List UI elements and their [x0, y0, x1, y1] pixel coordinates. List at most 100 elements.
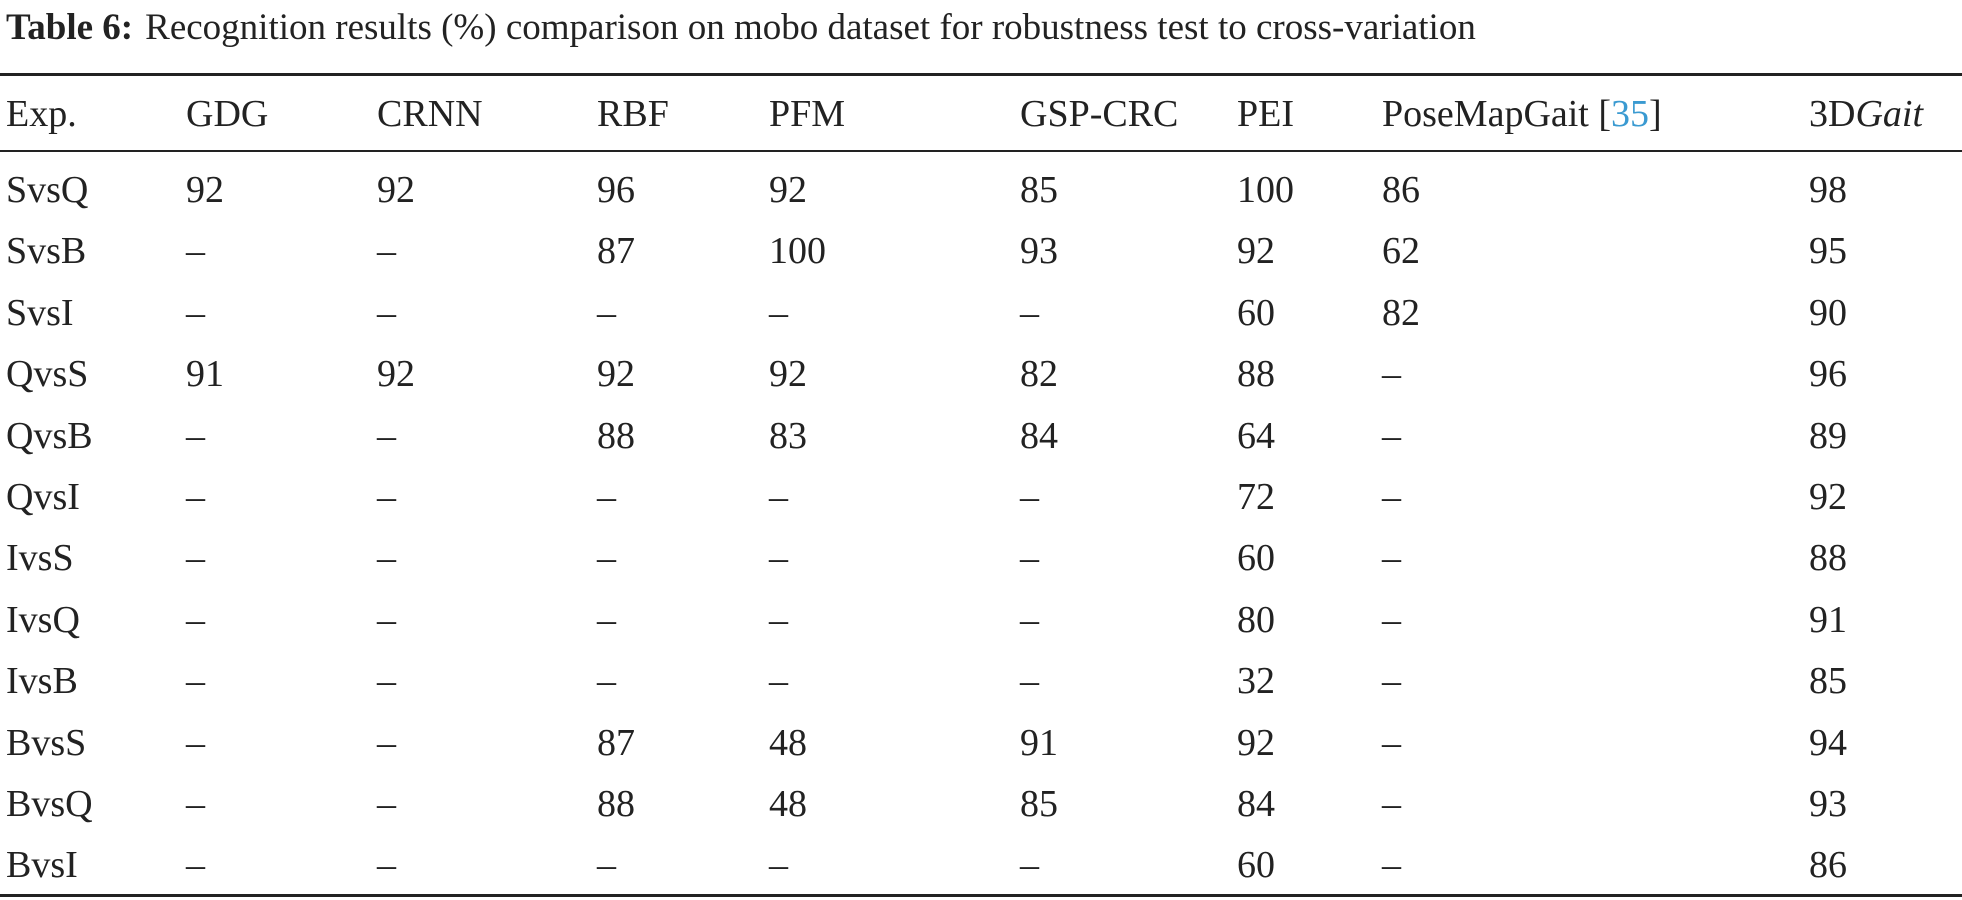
table-cell: 82 [1020, 353, 1058, 396]
table-cell: 64 [1237, 414, 1275, 457]
table-cell: 60 [1237, 537, 1275, 580]
row-label: IvsS [6, 537, 74, 580]
header-cell: RBF [597, 93, 669, 135]
row-label: SvsB [6, 230, 87, 273]
citation: 35 [1611, 93, 1650, 135]
table-cell: – [1020, 844, 1039, 887]
table-cell: 91 [1809, 598, 1847, 641]
table-cell: – [769, 598, 788, 641]
table-cell: 85 [1809, 660, 1847, 703]
table-cell: 48 [769, 721, 807, 764]
header-cell: GDG [186, 93, 269, 135]
table-cell: – [1382, 783, 1401, 825]
table-cell: 88 [1809, 537, 1847, 580]
table-cell: – [1020, 537, 1039, 580]
row-label: IvsQ [6, 598, 80, 641]
table-cell: 62 [1382, 230, 1420, 273]
table-cell: – [1382, 721, 1401, 764]
caption-label: Table 6: [6, 7, 134, 48]
table-cell: 86 [1809, 844, 1847, 887]
header-cell: PoseMapGait [35] [1382, 95, 1662, 133]
table-cell: 96 [597, 169, 635, 211]
table-cell: 48 [769, 783, 807, 825]
table-cell: – [377, 291, 396, 334]
table-cell: – [1382, 476, 1401, 518]
table-cell: – [1382, 844, 1401, 887]
table-cell: – [1382, 537, 1401, 580]
bottom-rule [0, 894, 1962, 897]
header-cell: 3DGait [1809, 95, 1923, 133]
caption: Table 6: Recognition results (%) comparis… [6, 6, 1476, 49]
row-label: QvsI [6, 476, 80, 518]
header-cell: CRNN [377, 93, 483, 135]
header-rule [0, 150, 1962, 152]
header-cell: PFM [769, 93, 846, 135]
header-part: ] [1649, 93, 1662, 135]
table-cell: 32 [1237, 660, 1275, 703]
table-cell: – [377, 476, 396, 518]
row-label: BvsI [6, 844, 78, 887]
table-cell: 92 [769, 353, 807, 396]
header-cell: PEI [1237, 93, 1294, 135]
table-cell: 60 [1237, 291, 1275, 334]
table-cell: – [186, 721, 205, 764]
row-label: SvsI [6, 291, 74, 334]
table-cell: 60 [1237, 844, 1275, 887]
table-cell: – [186, 537, 205, 580]
table-cell: – [769, 660, 788, 703]
table-cell: – [769, 844, 788, 887]
table-cell: 87 [597, 721, 635, 764]
table-cell: – [597, 844, 616, 887]
row-label: BvsQ [6, 783, 93, 825]
table-cell: – [1382, 598, 1401, 641]
table-cell: 92 [769, 169, 807, 211]
table-cell: 91 [1020, 721, 1058, 764]
table-cell: 96 [1809, 353, 1847, 396]
table-cell: 85 [1020, 783, 1058, 825]
table-cell: – [377, 414, 396, 457]
header-part: 3D [1809, 93, 1856, 135]
table-cell: – [769, 291, 788, 334]
table-cell: – [186, 476, 205, 518]
table-cell: 93 [1020, 230, 1058, 273]
header-part: Gait [1855, 93, 1924, 135]
table-cell: – [1382, 660, 1401, 703]
table-cell: 92 [1809, 476, 1847, 518]
table-cell: 88 [597, 414, 635, 457]
table-cell: – [186, 660, 205, 703]
table-cell: – [597, 598, 616, 641]
table-cell: 94 [1809, 721, 1847, 764]
table-cell: – [1382, 414, 1401, 457]
table-cell: 72 [1237, 476, 1275, 518]
table-cell: 80 [1237, 598, 1275, 641]
table-cell: 92 [597, 353, 635, 396]
table-cell: 92 [1237, 230, 1275, 273]
table-cell: 91 [186, 353, 224, 396]
row-label: SvsQ [6, 169, 89, 211]
table-cell: 84 [1237, 783, 1275, 825]
table-cell: 88 [597, 783, 635, 825]
row-label: QvsB [6, 414, 93, 457]
table-cell: – [769, 476, 788, 518]
table-cell: – [186, 414, 205, 457]
table-cell: – [377, 844, 396, 887]
table-cell: – [186, 230, 205, 273]
table-cell: – [597, 476, 616, 518]
table-cell: 84 [1020, 414, 1058, 457]
table-cell: – [186, 844, 205, 887]
table-cell: 85 [1020, 169, 1058, 211]
table-cell: 95 [1809, 230, 1847, 273]
table-cell: 92 [377, 353, 415, 396]
table-cell: – [1020, 291, 1039, 334]
caption-text: Recognition results (%) comparison on mo… [145, 7, 1476, 48]
table-cell: 87 [597, 230, 635, 273]
top-rule [0, 73, 1962, 76]
table-cell: 83 [769, 414, 807, 457]
table-cell: 88 [1237, 353, 1275, 396]
table-cell: – [1382, 353, 1401, 396]
header-part: PoseMapGait [ [1382, 93, 1612, 135]
table-cell: 89 [1809, 414, 1847, 457]
table-cell: – [377, 783, 396, 825]
row-label: IvsB [6, 660, 78, 703]
